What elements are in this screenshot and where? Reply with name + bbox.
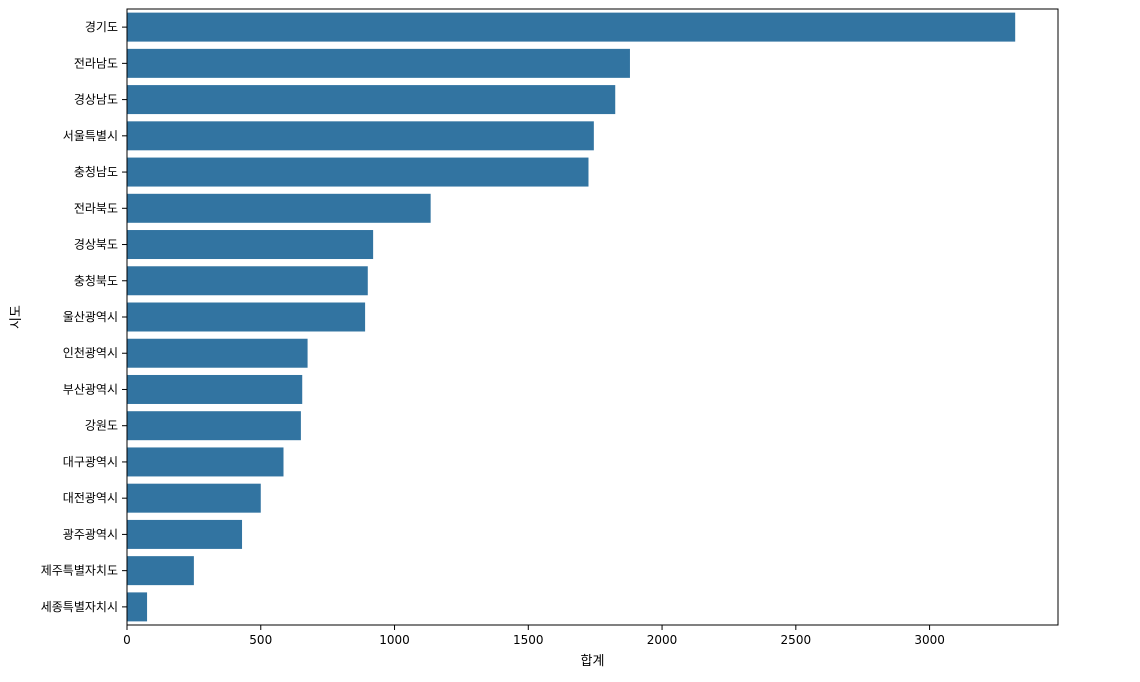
y-tick-label: 제주특별자치도 <box>41 564 118 578</box>
x-tick-label: 1000 <box>379 633 410 647</box>
y-tick-label: 대전광역시 <box>63 491 118 505</box>
y-tick-label: 광주광역시 <box>63 527 118 541</box>
bar <box>127 374 303 404</box>
x-tick-label: 500 <box>249 633 272 647</box>
y-tick-label: 서울특별시 <box>63 129 118 143</box>
bar <box>127 447 284 477</box>
y-tick-label: 경기도 <box>85 20 118 34</box>
x-tick-label: 1500 <box>513 633 544 647</box>
y-tick-label: 경상남도 <box>74 93 118 107</box>
bar <box>127 121 594 151</box>
x-axis: 0 500 1000 1500 2000 2500 3000 <box>123 625 945 647</box>
y-tick-label: 충청남도 <box>74 165 118 179</box>
bar <box>127 556 194 586</box>
bar <box>127 592 148 622</box>
bar <box>127 302 366 332</box>
bar <box>127 483 261 513</box>
x-tick-label: 2000 <box>647 633 678 647</box>
y-tick-label: 세종특별자치시 <box>41 600 118 614</box>
x-tick-label: 0 <box>123 633 131 647</box>
bar <box>127 338 308 368</box>
bar <box>127 157 589 187</box>
x-axis-label: 합계 <box>581 654 605 669</box>
bar <box>127 12 1016 42</box>
x-tick-label: 3000 <box>914 633 945 647</box>
y-tick-label: 대구광역시 <box>63 455 118 469</box>
bar <box>127 48 630 78</box>
bar <box>127 85 616 115</box>
y-tick-label: 인천광역시 <box>63 345 118 360</box>
y-tick-label: 강원도 <box>85 419 118 433</box>
y-tick-label: 부산광역시 <box>63 382 118 396</box>
y-axis: 경기도전라남도경상남도서울특별시충청남도전라북도경상북도충청북도울산광역시인천광… <box>41 20 127 614</box>
bar <box>127 519 243 549</box>
bar <box>127 193 431 223</box>
y-tick-label: 충청북도 <box>74 274 118 288</box>
y-tick-label: 경상북도 <box>74 238 118 252</box>
bar <box>127 230 374 260</box>
bar <box>127 411 301 441</box>
y-tick-label: 울산광역시 <box>63 310 118 324</box>
y-tick-label: 전라북도 <box>74 201 118 215</box>
bar <box>127 266 368 296</box>
bars-layer <box>127 12 1016 622</box>
y-axis-label: 시도 <box>9 305 24 329</box>
y-tick-label: 전라남도 <box>74 56 118 70</box>
x-tick-label: 2500 <box>781 633 812 647</box>
